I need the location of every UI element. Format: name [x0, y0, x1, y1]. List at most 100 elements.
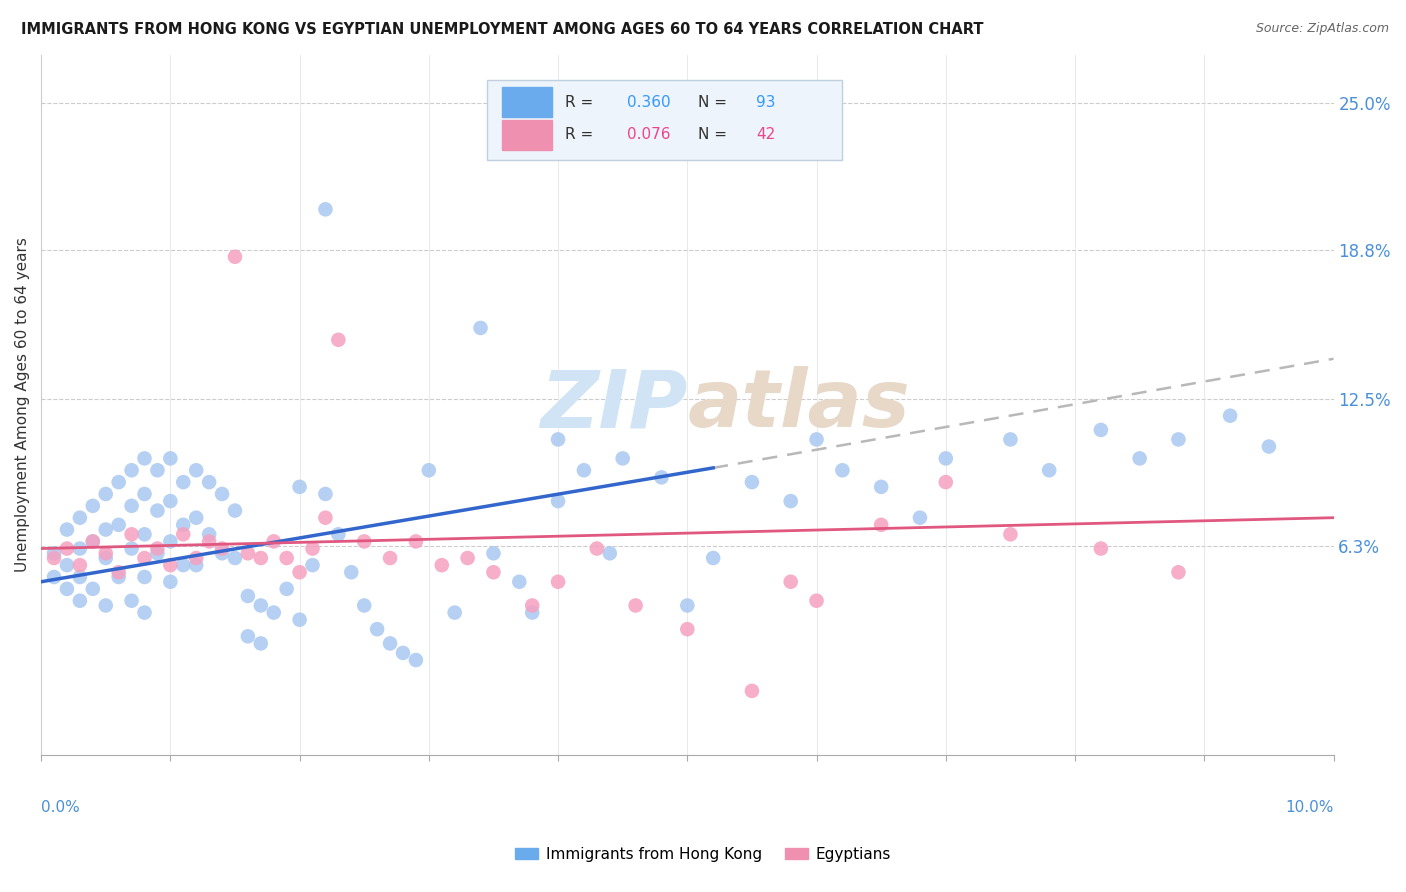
Point — [159, 574, 181, 589]
Point — [405, 534, 427, 549]
Point — [134, 487, 156, 501]
Point — [457, 551, 479, 566]
Point — [69, 593, 91, 607]
Point — [224, 503, 246, 517]
Point — [1090, 423, 1112, 437]
Point — [1000, 433, 1022, 447]
Point — [1167, 566, 1189, 580]
Text: R =: R = — [565, 128, 598, 143]
Point — [236, 546, 259, 560]
Point — [547, 494, 569, 508]
Point — [42, 551, 65, 566]
Point — [353, 534, 375, 549]
Point — [56, 582, 79, 596]
Point — [779, 494, 801, 508]
Point — [482, 566, 505, 580]
Point — [1090, 541, 1112, 556]
Point — [121, 463, 143, 477]
Point — [366, 622, 388, 636]
Text: 0.360: 0.360 — [627, 95, 671, 110]
Point — [585, 541, 607, 556]
Point — [172, 517, 194, 532]
Point — [224, 250, 246, 264]
Point — [69, 510, 91, 524]
Point — [186, 463, 208, 477]
Text: R =: R = — [565, 95, 598, 110]
Text: Source: ZipAtlas.com: Source: ZipAtlas.com — [1256, 22, 1389, 36]
Point — [340, 566, 363, 580]
Point — [107, 566, 129, 580]
Point — [288, 566, 311, 580]
Text: N =: N = — [697, 95, 731, 110]
Point — [806, 433, 828, 447]
Point — [935, 475, 957, 489]
Point — [676, 622, 699, 636]
Point — [69, 541, 91, 556]
Bar — [502, 120, 551, 150]
Point — [94, 599, 117, 613]
Point — [94, 523, 117, 537]
Point — [263, 534, 285, 549]
Point — [134, 570, 156, 584]
Text: 10.0%: 10.0% — [1285, 800, 1333, 815]
Text: N =: N = — [697, 128, 731, 143]
Point — [198, 534, 221, 549]
Point — [121, 593, 143, 607]
Point — [650, 470, 672, 484]
Point — [1038, 463, 1060, 477]
Point — [250, 551, 273, 566]
Point — [107, 517, 129, 532]
Point — [236, 629, 259, 643]
Point — [508, 574, 530, 589]
Point — [198, 527, 221, 541]
Text: ZIP: ZIP — [540, 366, 688, 444]
Point — [236, 589, 259, 603]
Point — [250, 599, 273, 613]
Point — [56, 541, 79, 556]
Point — [94, 551, 117, 566]
Y-axis label: Unemployment Among Ages 60 to 64 years: Unemployment Among Ages 60 to 64 years — [15, 237, 30, 573]
Point — [1167, 433, 1189, 447]
Point — [676, 599, 699, 613]
Point — [134, 451, 156, 466]
Point — [1129, 451, 1152, 466]
Point — [186, 558, 208, 573]
Point — [276, 551, 298, 566]
Point — [314, 202, 336, 217]
Point — [522, 599, 544, 613]
Point — [172, 558, 194, 573]
Point — [159, 534, 181, 549]
Point — [211, 546, 233, 560]
Point — [146, 463, 169, 477]
Point — [470, 321, 492, 335]
Point — [328, 527, 350, 541]
Point — [94, 487, 117, 501]
Point — [134, 551, 156, 566]
Point — [276, 582, 298, 596]
Point — [831, 463, 853, 477]
Point — [572, 463, 595, 477]
Point — [121, 499, 143, 513]
Point — [741, 684, 763, 698]
Point — [82, 534, 104, 549]
Point — [301, 558, 323, 573]
Point — [779, 574, 801, 589]
Point — [134, 606, 156, 620]
Point — [378, 551, 401, 566]
Point — [1219, 409, 1241, 423]
Point — [94, 546, 117, 560]
Point — [211, 487, 233, 501]
Point — [1257, 440, 1279, 454]
Point — [107, 475, 129, 489]
Point — [612, 451, 634, 466]
Point — [146, 541, 169, 556]
Point — [159, 558, 181, 573]
Point — [159, 494, 181, 508]
Point — [288, 613, 311, 627]
Point — [82, 582, 104, 596]
Point — [405, 653, 427, 667]
Text: atlas: atlas — [688, 366, 910, 444]
Text: 93: 93 — [756, 95, 775, 110]
Point — [1000, 527, 1022, 541]
Point — [378, 636, 401, 650]
